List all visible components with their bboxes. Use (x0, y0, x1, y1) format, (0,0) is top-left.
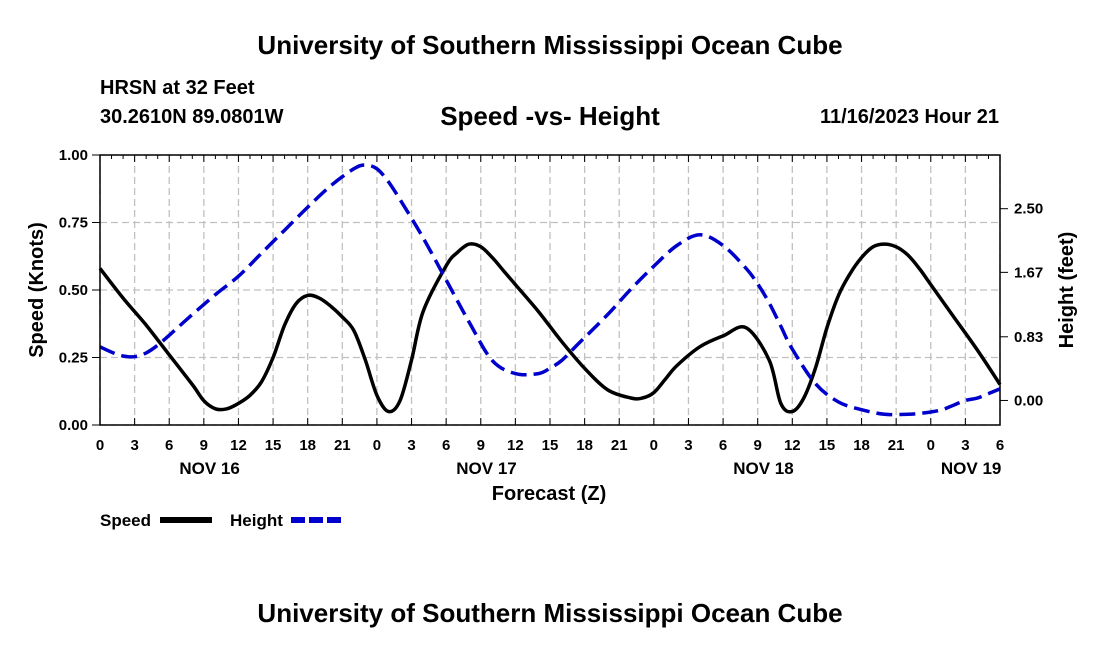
y-left-tick-label: 0.25 (59, 350, 88, 367)
x-tick-label: 9 (200, 437, 208, 454)
x-date-label: NOV 19 (941, 459, 1001, 478)
x-tick-label: 12 (507, 437, 524, 454)
footer-title: University of Southern Mississippi Ocean… (257, 598, 843, 628)
y-left-tick-label: 0.50 (59, 282, 88, 299)
x-tick-label: 3 (130, 437, 138, 454)
x-tick-label: 0 (650, 437, 658, 454)
x-date-label: NOV 18 (733, 459, 793, 478)
y-right-tick-label: 0.83 (1014, 329, 1043, 346)
y-right-tick-label: 0.00 (1014, 392, 1043, 409)
x-tick-label: 3 (961, 437, 969, 454)
station-coordinates: 30.2610N 89.0801W (100, 106, 284, 128)
y-right-tick-label: 2.50 (1014, 201, 1043, 218)
x-tick-label: 6 (719, 437, 727, 454)
x-tick-label: 12 (230, 437, 247, 454)
x-axis-label: Forecast (Z) (492, 483, 606, 505)
x-tick-label: 0 (927, 437, 935, 454)
y-right-tick-label: 1.67 (1014, 264, 1043, 281)
x-tick-label: 18 (853, 437, 870, 454)
x-tick-label: 15 (265, 437, 282, 454)
x-tick-label: 15 (542, 437, 559, 454)
x-tick-label: 3 (407, 437, 415, 454)
legend: Speed Height (100, 511, 343, 530)
x-tick-label: 6 (996, 437, 1004, 454)
x-tick-label: 21 (611, 437, 628, 454)
x-tick-label: 18 (576, 437, 593, 454)
x-tick-label: 21 (888, 437, 905, 454)
x-tick-label: 21 (334, 437, 351, 454)
y-left-tick-label: 1.00 (59, 147, 88, 164)
y-left-tick-label: 0.75 (59, 215, 88, 232)
station-name: HRSN at 32 Feet (100, 77, 255, 99)
x-tick-label: 0 (373, 437, 381, 454)
x-tick-label: 9 (754, 437, 762, 454)
y-left-tick-label: 0.00 (59, 417, 88, 434)
x-tick-label: 0 (96, 437, 104, 454)
legend-height-label: Height (230, 511, 283, 530)
forecast-datetime: 11/16/2023 Hour 21 (819, 106, 999, 128)
x-tick-label: 3 (684, 437, 692, 454)
x-tick-label: 18 (299, 437, 316, 454)
x-tick-label: 9 (477, 437, 485, 454)
y-axis-left-label: Speed (Knots) (26, 222, 48, 358)
x-date-label: NOV 16 (179, 459, 239, 478)
x-tick-label: 12 (784, 437, 801, 454)
chart-main-title: University of Southern Mississippi Ocean… (257, 30, 843, 60)
x-tick-label: 6 (165, 437, 173, 454)
speed-series-line (98, 242, 1002, 414)
x-tick-label: 15 (819, 437, 836, 454)
x-tick-label: 6 (442, 437, 450, 454)
height-series-line (99, 163, 1001, 417)
y-axis-right-label: Height (feet) (1056, 232, 1078, 349)
legend-speed-label: Speed (100, 511, 151, 530)
chart-subtitle: Speed -vs- Height (440, 101, 660, 131)
x-date-label: NOV 17 (456, 459, 516, 478)
